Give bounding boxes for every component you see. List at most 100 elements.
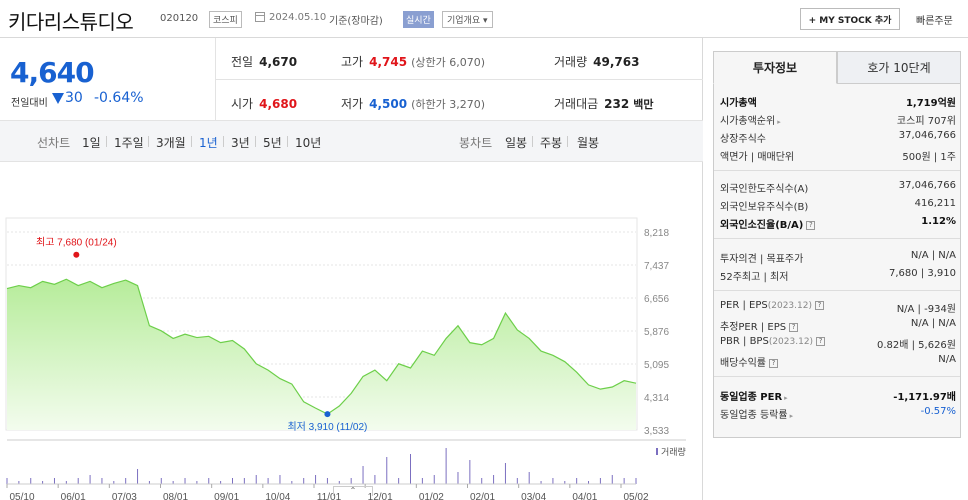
x-tick-label: 04/01	[572, 492, 597, 500]
tab-orderbook[interactable]: 호가 10단계	[837, 51, 961, 84]
price-line	[6, 278, 637, 415]
y-tick-label: 8,218	[644, 228, 669, 239]
candle-monthly[interactable]: 월봉	[577, 136, 600, 150]
calendar-icon	[255, 12, 265, 22]
collapse-chart-button[interactable]: ⌃	[333, 486, 373, 496]
info-tabs: 투자정보 호가 10단계	[713, 51, 961, 84]
period-10y[interactable]: 10년	[295, 136, 322, 150]
candle-daily[interactable]: 일봉	[505, 136, 528, 150]
min-price-marker	[324, 411, 331, 418]
info-panel: 투자정보 호가 10단계 시가총액 1,719억원 시가총액순위 ▸ 코스피 70…	[703, 38, 968, 500]
min-price-label: 최저 3,910 (11/02)	[287, 421, 367, 433]
invest-info-box: 시가총액 1,719억원 시가총액순위 ▸ 코스피 707위 상장주식수 37,0…	[713, 84, 961, 438]
stock-header: 키다리스튜디오 020120 코스피 2024.05.10 기준(장마감) 실시…	[0, 0, 968, 38]
info-industry-change[interactable]: 동일업종 등락률 ▸ -0.57%	[720, 406, 956, 421]
help-icon[interactable]: ?	[816, 336, 826, 346]
price-chart: 8,218 7,437 6,656 5,876 5,095 4,314 3,533 최고 7,…	[0, 168, 703, 500]
info-pbr: PBR | BPS(2023.12)? 0.82배 | 5,626원	[720, 336, 956, 351]
line-chart-label: 선차트	[37, 136, 71, 150]
x-tick-label: 11/01	[317, 492, 342, 500]
y-tick-label: 7,437	[644, 261, 669, 272]
x-tick-label: 02/01	[470, 492, 495, 500]
y-tick-label: 6,656	[644, 294, 669, 305]
info-per: PER | EPS(2023.12)? N/A | -934원	[720, 300, 956, 315]
period-1w[interactable]: 1주일	[114, 136, 144, 150]
x-tick-label: 01/02	[419, 492, 444, 500]
info-market-cap-rank[interactable]: 시가총액순위 ▸ 코스피 707위	[720, 116, 956, 127]
open-price: 시가 4,680	[231, 97, 298, 111]
y-tick-label: 3,533	[644, 426, 669, 437]
candle-weekly[interactable]: 주봉	[540, 136, 563, 150]
divider	[714, 170, 960, 171]
period-1d[interactable]: 1일	[82, 136, 101, 150]
info-par-value: 액면가 | 매매단위 500원 | 1주	[720, 152, 956, 163]
chevron-right-icon: ▸	[789, 412, 794, 420]
help-icon[interactable]: ?	[806, 220, 816, 230]
x-tick-label: 12/01	[368, 492, 393, 500]
tab-invest-info[interactable]: 투자정보	[713, 51, 837, 84]
trade-value: 거래대금 232 백만	[554, 97, 654, 111]
x-tick-label: 03/04	[521, 492, 546, 500]
quick-order-link[interactable]: 빠른주문	[916, 16, 953, 27]
x-tick-label: 10/04	[265, 492, 290, 500]
y-tick-label: 4,314	[644, 393, 669, 404]
base-date-label: 기준(장마감)	[329, 16, 383, 27]
x-tick-label: 06/01	[61, 492, 86, 500]
chart-period-bar: 선차트 1일 1주일 3개월 1년 3년 5년 10년 봉차트 일봉 주봉 월봉	[0, 120, 703, 162]
chevron-right-icon: ▸	[777, 118, 781, 126]
help-icon[interactable]: ?	[814, 300, 824, 310]
info-52week: 52주최고 | 최저 7,680 | 3,910	[720, 268, 956, 283]
volume-legend-icon	[656, 448, 658, 455]
current-price: 4,640	[10, 56, 95, 89]
divider	[714, 290, 960, 291]
help-icon[interactable]: ?	[769, 358, 778, 368]
add-my-stock-button[interactable]: + MY STOCK 추가	[800, 8, 900, 30]
down-arrow-icon	[52, 93, 64, 104]
company-profile-dropdown[interactable]: 기업개요 ▾	[442, 11, 493, 28]
max-price-label: 최고 7,680 (01/24)	[36, 237, 117, 249]
volume: 거래량 49,763	[554, 55, 640, 69]
period-3y[interactable]: 3년	[231, 136, 250, 150]
period-1y[interactable]: 1년	[199, 136, 218, 150]
info-foreign-limit: 외국인한도주식수(A) 37,046,766	[720, 180, 956, 195]
price-panel: 4,640 전일대비 30 -0.64% 전일 4,670 고가 4,745 (상한가…	[0, 38, 703, 500]
info-opinion: 투자의견 | 목표주가 N/A | N/A	[720, 250, 956, 265]
info-industry-per[interactable]: 동일업종 PER ▸ -1,171.97배	[720, 392, 956, 403]
realtime-button[interactable]: 실시간	[403, 11, 434, 28]
candle-chart-label: 봉차트	[459, 136, 493, 150]
x-tick-label: 05/10	[9, 492, 34, 500]
info-foreign-ratio: 외국인소진율(B/A)? 1.12%	[720, 216, 956, 231]
stock-code: 020120	[160, 13, 199, 24]
period-3m[interactable]: 3개월	[156, 136, 186, 150]
x-tick-label: 05/02	[623, 492, 648, 500]
chevron-right-icon: ▸	[784, 394, 788, 402]
divider	[714, 376, 960, 377]
change-rate: -0.64%	[94, 90, 144, 106]
market-badge: 코스피	[209, 11, 242, 28]
price-area	[7, 279, 636, 430]
high-price: 고가 4,745 (상한가 6,070)	[341, 55, 485, 69]
x-tick-label: 07/03	[112, 492, 137, 500]
change-label: 전일대비	[11, 98, 48, 109]
low-price: 저가 4,500 (하한가 3,270)	[341, 97, 485, 111]
price-chart-svg: 8,218 7,437 6,656 5,876 5,095 4,314 3,533 최고 7,…	[5, 217, 686, 500]
price-change: 30	[65, 90, 83, 106]
info-dividend: 배당수익률? N/A	[720, 354, 956, 369]
volume-label: 거래량	[661, 446, 686, 457]
divider	[215, 79, 703, 80]
x-tick-label: 08/01	[163, 492, 188, 500]
y-tick-label: 5,876	[644, 327, 669, 338]
stock-name: 키다리스튜디오	[8, 10, 134, 34]
period-5y[interactable]: 5년	[263, 136, 282, 150]
info-shares: 상장주식수 37,046,766	[720, 130, 956, 145]
base-date: 2024.05.10	[269, 12, 327, 23]
x-tick-label: 09/01	[214, 492, 239, 500]
y-tick-label: 5,095	[644, 360, 669, 371]
divider	[714, 238, 960, 239]
max-price-marker	[73, 251, 80, 258]
help-icon[interactable]: ?	[789, 322, 799, 332]
info-market-cap: 시가총액 1,719억원	[720, 98, 956, 109]
info-est-per: 추정PER | EPS? N/A | N/A	[720, 318, 956, 333]
prev-close: 전일 4,670	[231, 55, 298, 69]
info-foreign-hold: 외국인보유주식수(B) 416,211	[720, 198, 956, 213]
